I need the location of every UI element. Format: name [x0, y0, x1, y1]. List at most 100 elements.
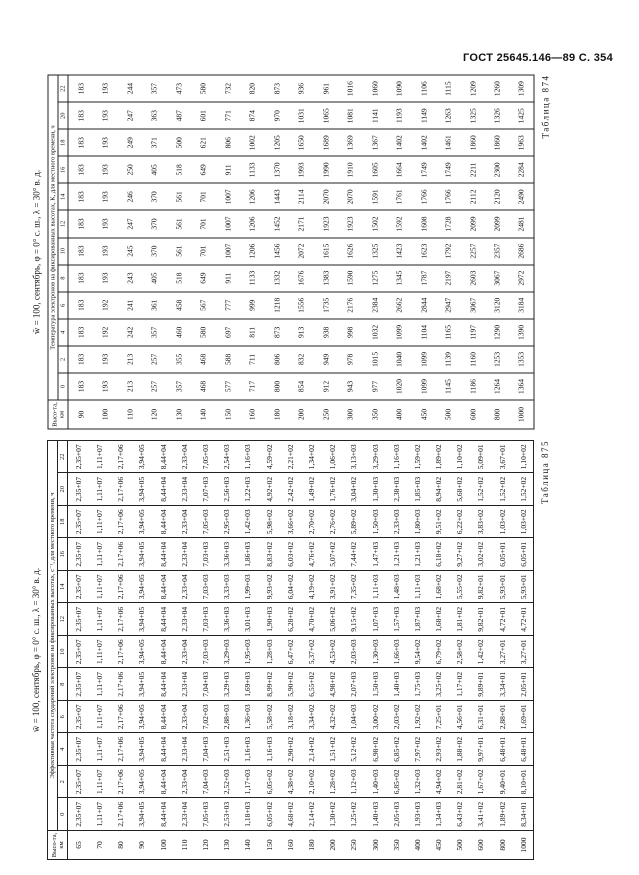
- cell: 2,33+04: [173, 473, 195, 506]
- cell: 2,21+02: [279, 440, 301, 473]
- cell: 244: [116, 75, 142, 103]
- table-row: 250 1,25+02 1,12+03 5,12+02 1,04+03 2,07+03 2,…: [343, 440, 365, 860]
- cell: 1,69+01: [512, 700, 534, 733]
- cell: 701: [190, 237, 215, 265]
- cell: 5,93+01: [512, 570, 534, 603]
- cell: 1,68+02: [427, 570, 450, 603]
- cell: 2,35+07: [67, 765, 89, 798]
- table-row: 250 912 949 938 1735 1383 1615 1923 2070 1990 1689…: [312, 75, 338, 429]
- cell: 2,76+02: [322, 505, 344, 538]
- cell: 1206: [239, 210, 264, 238]
- cell: 1139: [435, 345, 460, 373]
- cell: 3,29+03: [216, 668, 238, 701]
- cell: 1099: [386, 318, 411, 346]
- cell: 1,30+02: [322, 798, 344, 831]
- cell: 2,88+01: [491, 700, 513, 733]
- cell: 1,17+03: [237, 765, 259, 798]
- cell: 601: [190, 102, 215, 130]
- cell: 1,34+02: [300, 440, 323, 473]
- table-block: w̄ = 100, сентябрь, φ = 0° с. ш., λ = 30…: [25, 75, 615, 430]
- cell: 1,18+03: [237, 798, 259, 831]
- hour-header: 8: [57, 264, 68, 292]
- cell: 2,58+02: [449, 635, 471, 668]
- height-cell: 250: [343, 830, 365, 860]
- cell: 911: [214, 156, 240, 184]
- cell: 192: [92, 291, 117, 319]
- cell: 7,03+03: [194, 635, 217, 668]
- cell: 2,35+07: [67, 700, 89, 733]
- cell: 3,94+05: [131, 733, 153, 766]
- cell: 2099: [459, 210, 485, 238]
- cell: 1353: [508, 345, 534, 373]
- height-cell: 110: [116, 400, 142, 429]
- cell: 9,82+01: [470, 603, 492, 636]
- height-cell: 70: [88, 830, 111, 860]
- cell: 242: [116, 318, 142, 346]
- cell: 7,97+02: [406, 733, 428, 766]
- cell: 2284: [508, 156, 534, 184]
- cell: 1115: [435, 75, 460, 103]
- height-cell: 350: [385, 830, 407, 860]
- cell: 3,04+02: [343, 473, 365, 506]
- cell: 2,33+04: [173, 635, 195, 668]
- cell: 1910: [337, 156, 362, 184]
- cell: 1,11+07: [88, 473, 111, 506]
- cell: 1608: [410, 210, 436, 238]
- table-row: 110 213 213 242 241 243 245 247 246 250 249 247 244: [116, 75, 142, 429]
- cell: 1425: [508, 102, 534, 130]
- cell: 5,37+02: [300, 635, 323, 668]
- cell: 732: [214, 75, 240, 103]
- cell: 4,56+01: [449, 700, 471, 733]
- cell: 2,35+07: [67, 570, 89, 603]
- cell: 2070: [337, 183, 362, 211]
- cell: 1,12+03: [343, 765, 365, 798]
- height-cell: 90: [131, 830, 153, 860]
- cell: 1,52+02: [470, 473, 492, 506]
- height-cell: 1000: [512, 830, 534, 860]
- cell: 1,85+03: [406, 473, 428, 506]
- table-row: 140 1,18+03 1,17+03 1,16+03 1,36+03 1,69+03 1,…: [237, 440, 259, 860]
- hour-header: 14: [57, 183, 68, 211]
- cell: 6,85+02: [385, 765, 407, 798]
- cell: 2,35+07: [67, 603, 89, 636]
- table-row: 80 2,17+06 2,17+06 2,17+06 2,17+06 2,17+06 2,1…: [110, 440, 132, 860]
- cell: 1,40+03: [364, 798, 386, 831]
- height-cell: 140: [190, 400, 215, 429]
- cell: 1099: [410, 372, 436, 400]
- cell: 1766: [410, 183, 436, 211]
- cell: 2099: [484, 210, 509, 238]
- height-cell: 350: [361, 400, 387, 429]
- page-header: ГОСТ 25645.146—89 С. 354: [463, 52, 613, 64]
- cell: 1,21+03: [406, 538, 428, 571]
- cell: 2603: [459, 264, 485, 292]
- cell: 7,35+02: [343, 570, 365, 603]
- cell: 1461: [435, 129, 460, 157]
- cell: 2,35+07: [67, 505, 89, 538]
- cell: 1,80+03: [406, 505, 428, 538]
- cell: 1615: [312, 237, 338, 265]
- cell: 1160: [459, 345, 485, 373]
- table-row: 1000 1364 1353 1390 3184 2972 2686 2481 2490 2284…: [508, 75, 534, 429]
- cell: 6,48+01: [491, 733, 513, 766]
- cell: 1,81+02: [449, 603, 471, 636]
- table-title: w̄ = 100, сентябрь, φ = 0° с. ш., λ = 30…: [31, 169, 41, 335]
- cell: 5,90+02: [279, 668, 301, 701]
- cell: 2,93+02: [427, 733, 450, 766]
- cell: 1275: [361, 264, 387, 292]
- cell: 183: [67, 345, 93, 373]
- cell: 1007: [214, 237, 240, 265]
- table-row: 400 1,93+03 1,32+03 7,97+02 1,92+02 1,75+03 9,…: [406, 440, 428, 860]
- cell: 357: [141, 75, 166, 103]
- cell: 7,03+03: [194, 538, 217, 571]
- cell: 4,70+02: [300, 603, 323, 636]
- table-row: 65 2,35+07 2,35+07 2,35+07 2,35+07 2,35+07 2,3…: [67, 440, 89, 860]
- cell: 1,16+03: [237, 733, 259, 766]
- cell: 1218: [263, 291, 289, 319]
- cell: 771: [214, 102, 240, 130]
- cell: 1990: [312, 156, 338, 184]
- table-row: 180 2,14+02 2,10+02 2,14+02 3,34+02 6,55+02 5,…: [300, 440, 323, 860]
- hour-header: 16: [57, 538, 68, 571]
- cell: 8,44+04: [152, 570, 174, 603]
- cell: 2,33+04: [173, 700, 195, 733]
- cell: 1,50+03: [364, 668, 386, 701]
